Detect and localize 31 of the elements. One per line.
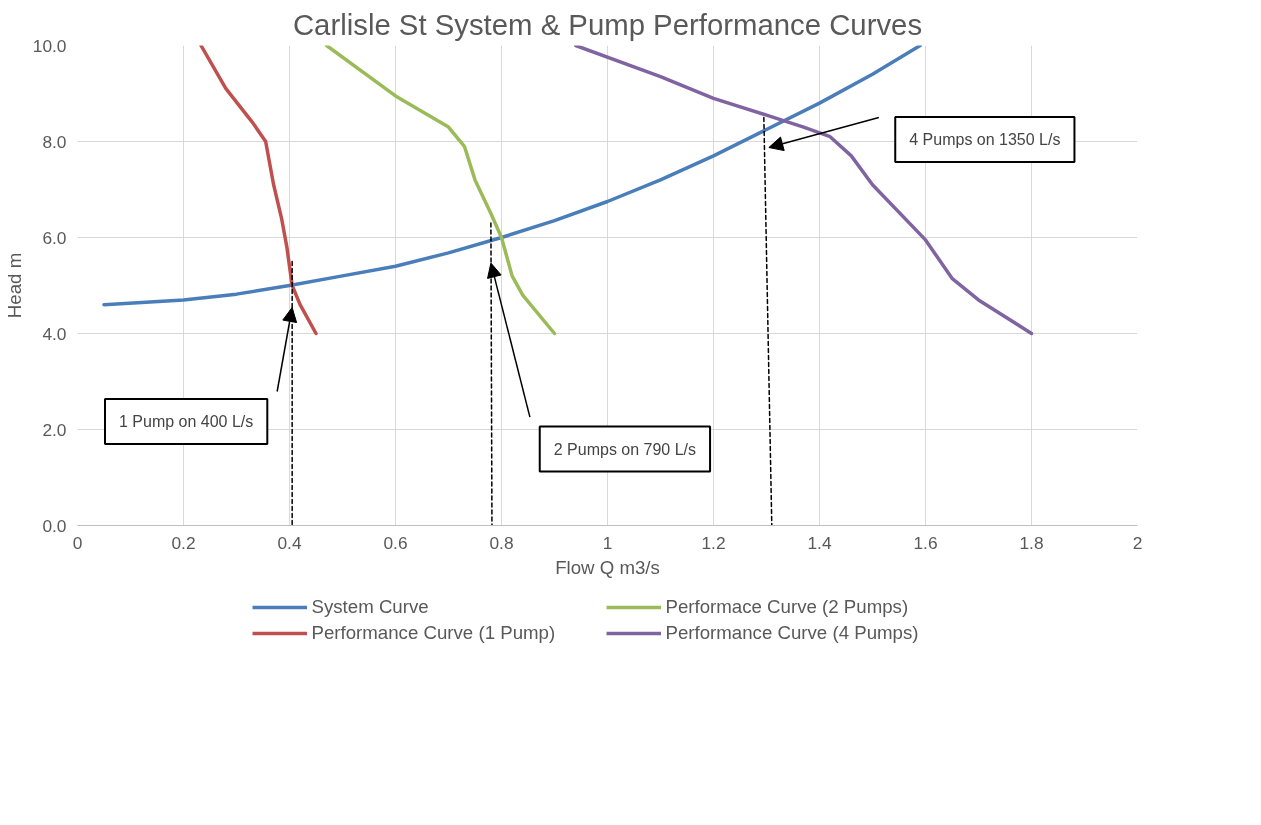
x-tick-label: 1 (602, 532, 613, 553)
legend-label: System Curve (311, 596, 430, 618)
chart-title: Carlisle St System & Pump Performance Curves (292, 7, 923, 41)
y-tick-label: 6.0 (42, 227, 67, 248)
line-series (573, 45, 1034, 336)
line-series (324, 45, 557, 336)
y-tick-label: 10.0 (32, 35, 67, 56)
legend-label: Performace Curve (2 Pumps) (665, 596, 910, 618)
y-tick-label: 8.0 (42, 131, 67, 152)
x-tick-label: 0.6 (383, 532, 408, 553)
annotation: 1 Pump on 400 L/s (118, 413, 254, 430)
x-axis-title: Flow Q m3/s (555, 556, 660, 578)
x-tick-label: 0.4 (277, 532, 302, 553)
line-series (102, 45, 922, 307)
y-axis-title: Head m (3, 252, 25, 319)
line-series (199, 45, 318, 336)
y-tick-label: 2.0 (42, 419, 67, 440)
x-tick-label: 0 (72, 532, 83, 553)
x-tick-label: 1.6 (913, 532, 938, 553)
legend-label: Performance Curve (4 Pumps) (665, 622, 920, 644)
x-tick-label: 2 (1132, 532, 1143, 553)
x-tick-label: 1.4 (807, 532, 832, 553)
x-tick-label: 1.2 (701, 532, 726, 553)
annotation: 2 Pumps on 790 L/s (553, 440, 697, 458)
x-tick-label: 0.2 (171, 532, 196, 553)
annotation: 4 Pumps on 1350 L/s (909, 131, 1061, 148)
x-tick-label: 1.8 (1019, 532, 1044, 553)
x-tick-label: 0.8 (489, 532, 514, 553)
y-tick-label: 0.0 (42, 515, 67, 536)
y-tick-label: 4.0 (42, 323, 67, 344)
legend-label: Performance Curve (1 Pump) (311, 622, 557, 644)
